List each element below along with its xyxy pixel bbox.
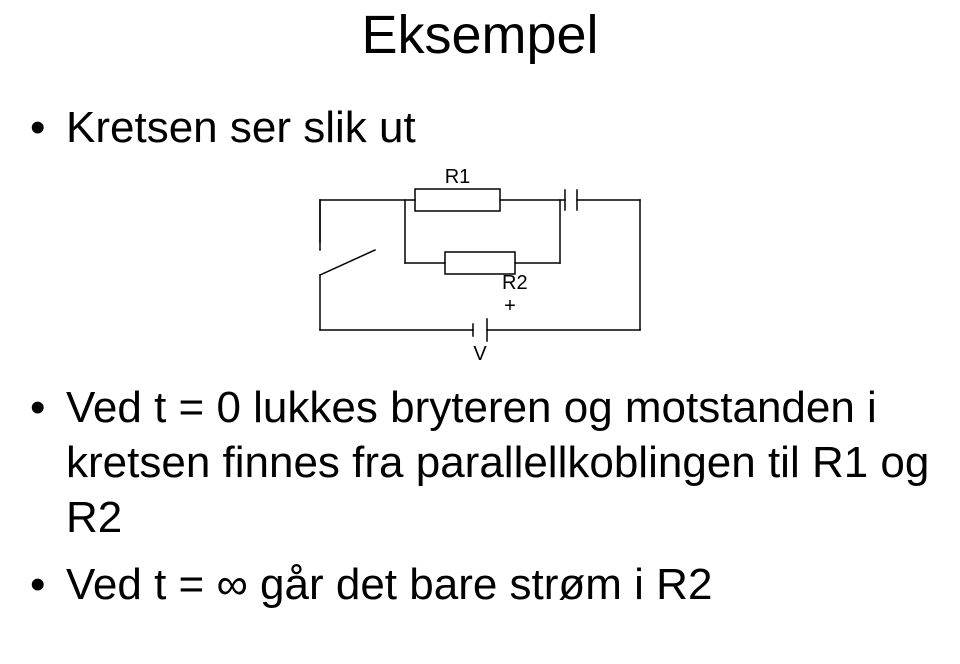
bullet-list-1: Kretsen ser slik ut	[30, 100, 930, 167]
svg-text:R1: R1	[445, 166, 471, 188]
page-title: Eksempel	[0, 6, 960, 65]
slide: Eksempel Kretsen ser slik ut R1 R2+ V Ved …	[0, 0, 960, 664]
svg-text:V: V	[473, 343, 487, 365]
bullet-1: Kretsen ser slik ut	[30, 100, 930, 155]
bullet-3: Ved t = ∞ går det bare strøm i R2	[30, 557, 930, 612]
bullet-list-2: Ved t = 0 lukkes bryteren og motstanden …	[30, 380, 930, 624]
circuit-svg: R1 R2+ V	[300, 160, 660, 370]
circuit-diagram: R1 R2+ V	[300, 160, 660, 370]
bullet-2: Ved t = 0 lukkes bryteren og motstanden …	[30, 380, 930, 545]
svg-text:R2: R2	[502, 272, 528, 294]
svg-text:+: +	[504, 295, 516, 317]
